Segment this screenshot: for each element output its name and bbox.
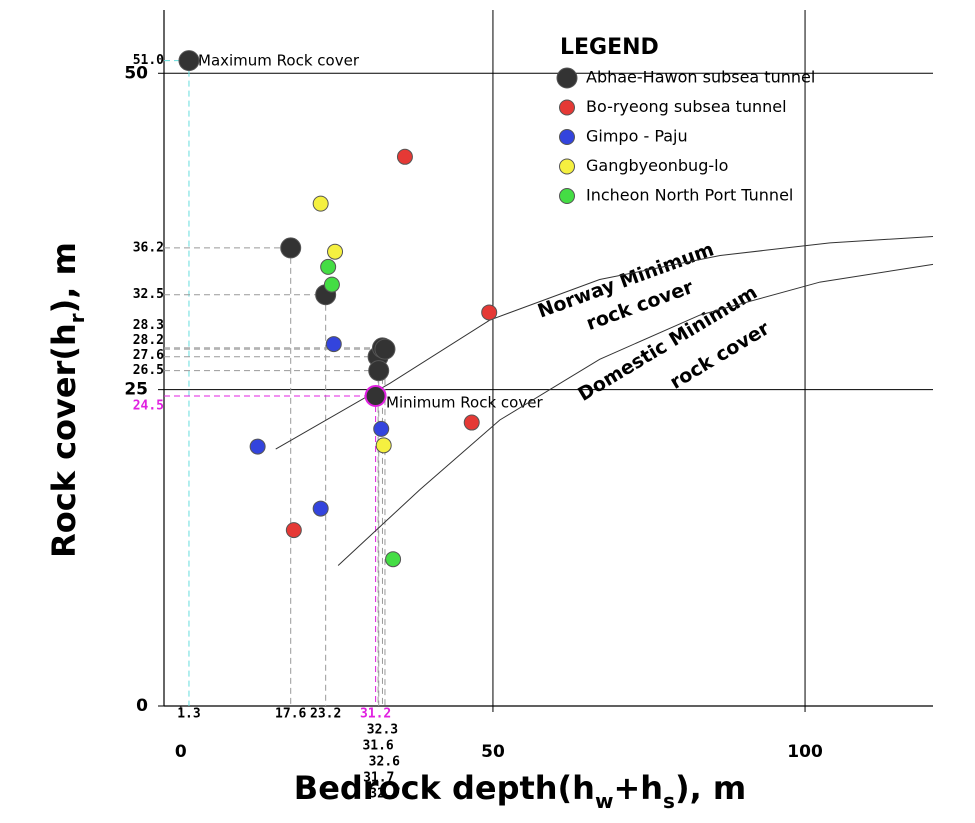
- ref-y-label: 26.5: [133, 363, 164, 378]
- minimum-curve: [337, 263, 934, 566]
- data-point: [385, 551, 402, 568]
- ref-y-label: 36.2: [133, 240, 164, 255]
- data-point: [375, 437, 392, 454]
- data-point: [280, 237, 302, 259]
- legend-marker: [559, 99, 575, 116]
- ref-x-label: 1.3: [177, 707, 200, 722]
- data-point: [396, 148, 413, 165]
- legend-marker: [556, 67, 578, 89]
- data-point: [312, 195, 329, 212]
- legend-label: Gangbyeonbug-lo: [586, 156, 728, 175]
- ref-x-label: 32.6: [369, 755, 400, 770]
- axis-title-part: r: [65, 313, 89, 323]
- axis-title-part: s: [663, 789, 675, 813]
- minimum-curve: [275, 236, 934, 450]
- axis-title-part: ), m: [675, 769, 746, 807]
- max-annotation: Maximum Rock cover: [198, 52, 360, 70]
- ref-x-label: 31.2: [360, 707, 391, 722]
- data-point: [374, 338, 396, 360]
- data-point: [312, 500, 329, 517]
- data-point: [373, 420, 390, 437]
- legend-label: Abhae-Hawon subsea tunnel: [586, 68, 815, 87]
- ref-y-label: 27.6: [133, 348, 164, 363]
- ref-x-label: 23.2: [310, 707, 341, 722]
- ref-x-label: 32.7: [369, 787, 400, 802]
- min-annotation: Minimum Rock cover: [386, 394, 543, 412]
- ref-y-label: 51.0: [133, 53, 164, 68]
- ref-x-label: 17.6: [275, 707, 306, 722]
- x-tick-label: 100: [787, 742, 823, 762]
- data-point: [320, 258, 337, 275]
- ref-y-label: 28.3: [133, 318, 164, 333]
- axis-title-part: Rock cover(h: [45, 323, 83, 558]
- ref-x-label: 31.7: [363, 771, 394, 786]
- ref-y-label: 24.5: [133, 398, 164, 413]
- legend-marker: [559, 158, 575, 175]
- legend-label: Gimpo - Paju: [586, 127, 688, 146]
- data-point: [325, 336, 342, 353]
- ref-x-label: 32.3: [367, 723, 398, 738]
- data-point: [481, 304, 498, 321]
- data-point: [285, 522, 302, 539]
- ref-x-label: 31.6: [362, 739, 393, 754]
- data-point: [368, 360, 390, 382]
- y-tick-label: 0: [136, 696, 148, 716]
- data-point: [327, 243, 344, 260]
- legend-label: Bo-ryeong subsea tunnel: [586, 97, 787, 116]
- y-tick-label: 50: [124, 63, 148, 83]
- axis-title-part: w: [595, 789, 613, 813]
- data-point: [463, 414, 480, 431]
- x-tick-label: 50: [481, 742, 505, 762]
- x-tick-label: 0: [175, 742, 187, 762]
- legend-marker: [559, 129, 575, 145]
- ref-y-label: 28.2: [133, 333, 164, 348]
- y-tick-label: 25: [124, 380, 148, 400]
- data-point: [364, 384, 387, 407]
- axis-title-part: ), m: [45, 242, 83, 313]
- y-axis-title: Rock cover(hr), m: [45, 242, 89, 558]
- data-point: [249, 438, 266, 455]
- axis-title-part: Bedrock depth(h: [294, 769, 595, 807]
- data-point: [178, 50, 200, 72]
- axis-title-part: +h: [613, 769, 663, 807]
- ref-y-label: 32.5: [133, 287, 164, 302]
- legend-marker: [559, 188, 575, 204]
- data-point: [323, 276, 340, 293]
- x-axis-title: Bedrock depth(hw+hs), m: [294, 769, 746, 813]
- legend-title: LEGEND: [560, 35, 659, 60]
- legend-label: Incheon North Port Tunnel: [586, 186, 793, 205]
